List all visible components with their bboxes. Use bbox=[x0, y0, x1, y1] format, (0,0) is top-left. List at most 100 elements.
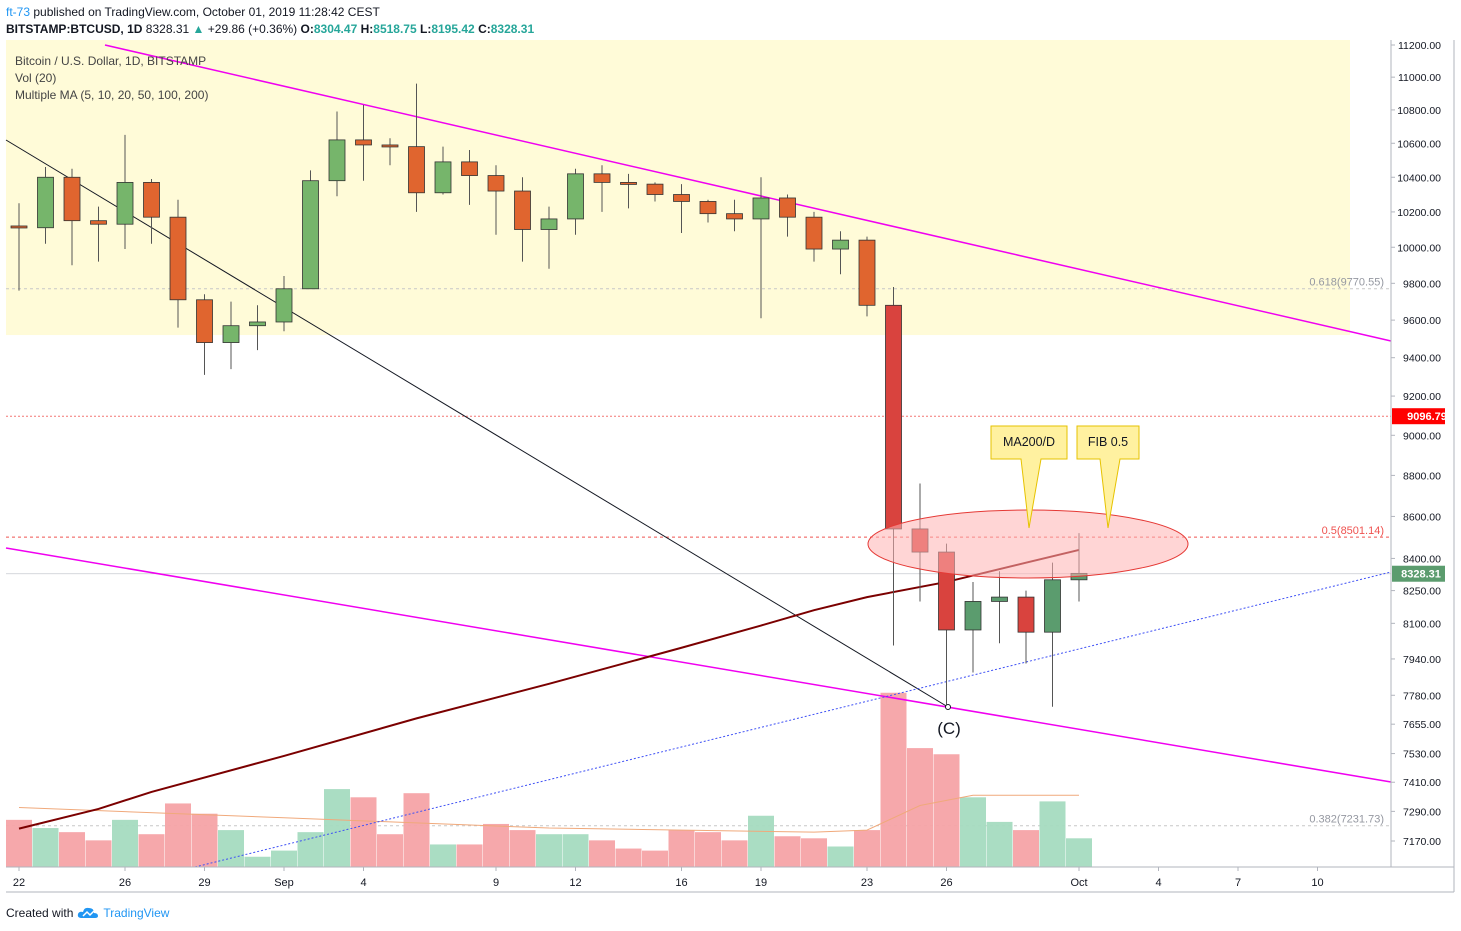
x-tick-label: 4 bbox=[360, 877, 366, 889]
legend-title[interactable]: Bitcoin / U.S. Dollar, 1D, BITSTAMP bbox=[15, 54, 207, 68]
symbol-header: BITSTAMP:BTCUSD, 1D 8328.31 ▲ +29.86 (+0… bbox=[6, 22, 534, 36]
ma200-callout-shape bbox=[990, 425, 1068, 529]
candle-body bbox=[1017, 596, 1035, 633]
y-tick-label: 10800.00 bbox=[1397, 105, 1441, 117]
candle-body bbox=[116, 182, 134, 225]
lower-trendline bbox=[5, 547, 1392, 783]
footer: Created with TradingView bbox=[6, 906, 169, 920]
publish-info: ft-73 published on TradingView.com, Octo… bbox=[6, 5, 380, 19]
y-tick-label: 7290.00 bbox=[1403, 806, 1441, 818]
volume-bar bbox=[695, 832, 721, 867]
candle-body bbox=[726, 213, 743, 220]
x-tick-label: 10 bbox=[1311, 877, 1323, 889]
low-value: 8195.42 bbox=[431, 22, 475, 36]
candle-body bbox=[514, 190, 531, 230]
y-tick-label: 8250.00 bbox=[1403, 586, 1441, 598]
volume-bar bbox=[403, 793, 430, 867]
candle-body bbox=[37, 176, 54, 229]
tradingview-link[interactable]: TradingView bbox=[103, 906, 170, 920]
x-tick-label: Oct bbox=[1070, 877, 1087, 889]
volume-bar bbox=[827, 846, 854, 867]
candle-body bbox=[1044, 579, 1061, 633]
candle-body bbox=[646, 183, 664, 195]
legend-ma[interactable]: Multiple MA (5, 10, 20, 50, 100, 200) bbox=[15, 88, 209, 102]
volume-bar bbox=[1013, 830, 1039, 867]
candle-body bbox=[593, 173, 611, 183]
author-link[interactable]: ft-73 bbox=[6, 5, 31, 19]
up-arrow-icon: ▲ bbox=[192, 22, 205, 36]
volume-bar bbox=[430, 844, 456, 867]
candle-body bbox=[381, 144, 399, 148]
volume-bar bbox=[668, 830, 695, 867]
horizontal-line-price-label: 9096.79 bbox=[1407, 411, 1447, 423]
y-tick-label: 8600.00 bbox=[1403, 511, 1441, 523]
publish-text: published on TradingView.com, October 01… bbox=[33, 5, 380, 19]
y-tick-label: 9200.00 bbox=[1403, 391, 1441, 403]
x-tick-label: 16 bbox=[675, 877, 687, 889]
candle-body bbox=[434, 161, 452, 194]
x-tick-label: 7 bbox=[1235, 877, 1241, 889]
x-tick-label: 9 bbox=[493, 877, 499, 889]
volume-bar bbox=[59, 832, 85, 867]
candle-body bbox=[885, 304, 902, 530]
volume-bar bbox=[933, 754, 960, 867]
open-label: O: bbox=[300, 22, 314, 36]
candle-body bbox=[567, 173, 584, 220]
x-tick-label: Sep bbox=[274, 877, 294, 889]
fib-level-label: 0.382(7231.73) bbox=[1309, 814, 1384, 826]
volume-ma-line bbox=[18, 794, 1079, 833]
ma200-callout-text: MA200/D bbox=[1003, 435, 1055, 449]
x-tick-label: 19 bbox=[755, 877, 767, 889]
y-tick-label: 7655.00 bbox=[1403, 719, 1441, 731]
candle-body bbox=[540, 218, 558, 230]
dotted-support-line bbox=[194, 571, 1392, 868]
y-tick-label: 9600.00 bbox=[1403, 315, 1441, 327]
volume-bar bbox=[350, 797, 377, 867]
volume-bar bbox=[801, 838, 827, 867]
y-tick-label: 10000.00 bbox=[1397, 242, 1441, 254]
y-tick-label: 7780.00 bbox=[1403, 690, 1441, 702]
candle-body bbox=[673, 194, 690, 202]
fib-callout-text: FIB 0.5 bbox=[1088, 435, 1128, 449]
descending-line bbox=[5, 139, 949, 708]
last-price-tag-label: 8328.31 bbox=[1401, 569, 1441, 581]
candle-body bbox=[63, 176, 81, 222]
volume-bar bbox=[112, 819, 138, 867]
legend-volume[interactable]: Vol (20) bbox=[15, 71, 57, 85]
volume-bar bbox=[271, 850, 297, 867]
tradingview-cloud-icon bbox=[78, 907, 99, 918]
symbol-name[interactable]: BITSTAMP:BTCUSD, 1D bbox=[6, 22, 143, 36]
volume-bar bbox=[85, 840, 112, 867]
x-tick-label: 26 bbox=[119, 877, 131, 889]
candle-body bbox=[169, 216, 187, 301]
upper-trendline bbox=[104, 44, 1392, 342]
volume-bar bbox=[138, 834, 165, 867]
volume-bar bbox=[509, 830, 536, 867]
volume-bar bbox=[615, 848, 642, 867]
y-tick-label: 11200.00 bbox=[1398, 40, 1441, 52]
fib-callout: FIB 0.5 bbox=[1076, 425, 1140, 529]
volume-bar bbox=[589, 840, 615, 867]
y-tick-label: 9800.00 bbox=[1403, 278, 1441, 290]
volume-bar bbox=[774, 836, 801, 867]
low-label: L: bbox=[420, 22, 432, 36]
candle-body bbox=[143, 182, 160, 218]
fib-level-label: 0.618(9770.55) bbox=[1309, 277, 1384, 289]
candle-body bbox=[964, 601, 982, 631]
high-value: 8518.75 bbox=[373, 22, 417, 36]
candle-body bbox=[302, 180, 319, 290]
candle-body bbox=[832, 239, 849, 250]
candle-body bbox=[249, 321, 266, 327]
x-tick-label: 29 bbox=[198, 877, 210, 889]
candle-body bbox=[752, 197, 770, 220]
volume-bar bbox=[32, 828, 59, 867]
fib-callout-shape bbox=[1076, 425, 1140, 529]
volume-bar bbox=[191, 813, 218, 867]
x-tick-label: 12 bbox=[569, 877, 581, 889]
candle-body bbox=[991, 596, 1008, 602]
candle-body bbox=[355, 139, 372, 146]
volume-bar bbox=[748, 815, 774, 867]
volume-bar bbox=[960, 797, 986, 867]
y-tick-label: 10400.00 bbox=[1397, 172, 1441, 184]
